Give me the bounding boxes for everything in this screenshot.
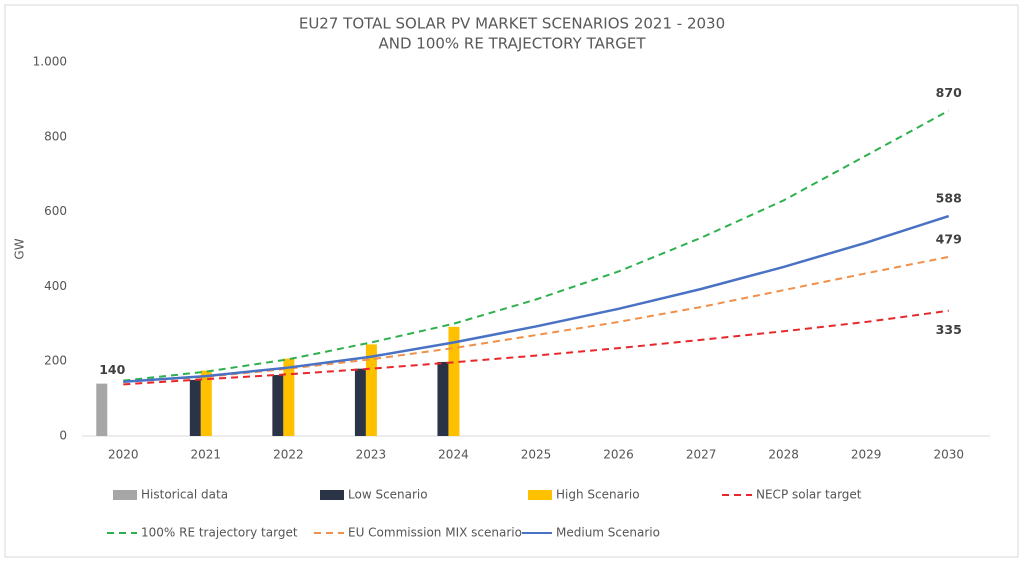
data-label: 588 <box>936 191 962 206</box>
bar <box>272 375 284 436</box>
legend-label: Low Scenario <box>348 488 428 502</box>
x-tick-label: 2025 <box>521 448 552 462</box>
line <box>123 109 950 382</box>
legend-label: NECP solar target <box>756 488 862 502</box>
x-tick-label: 2021 <box>191 448 222 462</box>
bar <box>448 326 460 436</box>
x-tick-label: 2028 <box>768 448 799 462</box>
y-tick-label: 200 <box>44 354 67 368</box>
legend-label: EU Commission MIX scenario <box>348 526 522 540</box>
y-tick-label: 800 <box>44 129 67 143</box>
data-label: 335 <box>936 322 962 337</box>
line <box>123 214 950 384</box>
legend-label: High Scenario <box>556 488 640 502</box>
legend-swatch <box>113 490 137 500</box>
bar <box>437 361 449 436</box>
x-tick-label: 2027 <box>686 448 717 462</box>
line <box>123 309 949 386</box>
y-tick-label: 400 <box>44 279 67 293</box>
data-label: 140 <box>99 362 125 377</box>
bar <box>96 383 108 436</box>
chart-frame <box>4 4 1019 558</box>
x-tick-label: 2026 <box>603 448 634 462</box>
y-tick-label: 600 <box>44 204 67 218</box>
bar <box>365 344 377 436</box>
x-tick-label: 2022 <box>273 448 304 462</box>
bar <box>189 379 201 436</box>
legend-label: Medium Scenario <box>556 526 660 540</box>
legend-label: Historical data <box>141 488 228 502</box>
x-tick-label: 2029 <box>851 448 882 462</box>
bar <box>354 368 366 436</box>
x-tick-label: 2030 <box>933 448 964 462</box>
y-tick-label: 1.000 <box>33 55 67 69</box>
x-tick-label: 2023 <box>356 448 387 462</box>
chart-title: EU27 TOTAL SOLAR PV MARKET SCENARIOS 202… <box>299 15 725 33</box>
data-label: 870 <box>936 85 962 100</box>
y-axis-label: GW <box>13 238 27 259</box>
x-tick-label: 2024 <box>438 448 469 462</box>
bar <box>200 370 212 436</box>
legend-swatch <box>528 490 552 500</box>
legend-swatch <box>320 490 344 500</box>
chart-title: AND 100% RE TRAJECTORY TARGET <box>378 35 646 53</box>
x-tick-label: 2020 <box>108 448 139 462</box>
data-label: 479 <box>936 231 962 246</box>
legend-label: 100% RE trajectory target <box>141 526 298 540</box>
bar <box>283 358 295 436</box>
y-tick-label: 0 <box>59 429 67 443</box>
